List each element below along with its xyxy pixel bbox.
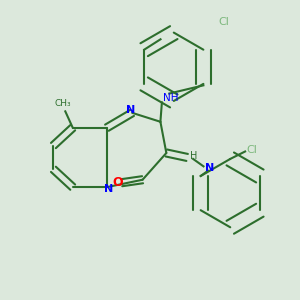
Text: NH: NH xyxy=(164,93,179,103)
Text: N: N xyxy=(104,184,113,194)
Text: H: H xyxy=(190,151,197,161)
Text: Cl: Cl xyxy=(218,17,229,27)
Text: N: N xyxy=(126,105,135,115)
Text: O: O xyxy=(112,176,123,189)
Text: CH₃: CH₃ xyxy=(54,99,70,108)
Text: Cl: Cl xyxy=(247,145,257,155)
Text: N: N xyxy=(205,163,214,173)
